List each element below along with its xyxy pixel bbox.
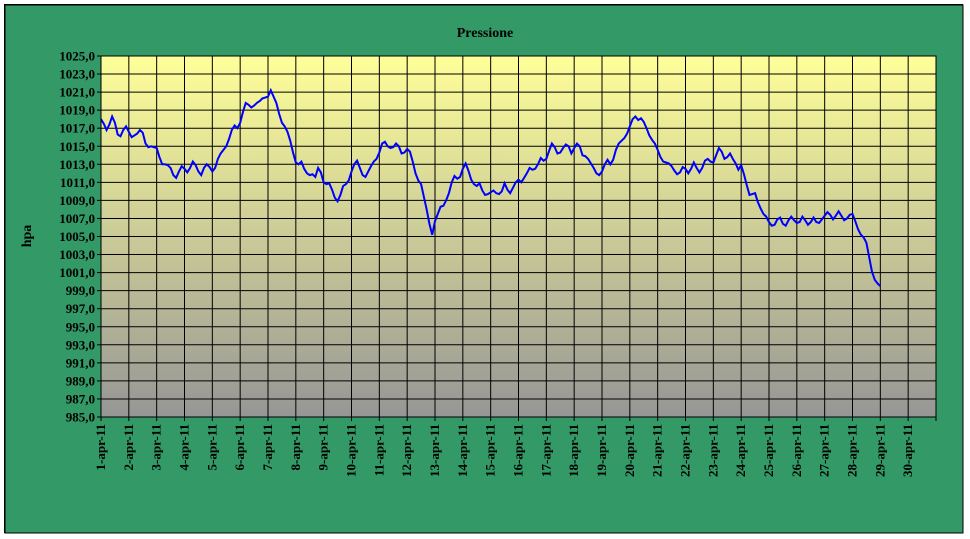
x-tick-label: 21-apr-11	[650, 424, 665, 477]
y-tick-label: 1021,0	[59, 85, 95, 100]
y-tick-label: 1011,0	[60, 175, 95, 190]
x-tick-label: 29-apr-11	[872, 424, 887, 477]
y-tick-label: 1019,0	[59, 103, 95, 118]
y-tick-label: 985,0	[66, 410, 95, 425]
y-tick-label: 1009,0	[59, 193, 95, 208]
x-tick-label: 14-apr-11	[455, 424, 470, 477]
x-tick-label: 25-apr-11	[761, 424, 776, 477]
x-tick-label: 22-apr-11	[678, 424, 693, 477]
y-tick-label: 987,0	[66, 391, 95, 406]
x-tick-label: 8-apr-11	[288, 424, 303, 470]
y-tick-label: 1015,0	[59, 139, 95, 154]
x-tick-label: 27-apr-11	[817, 424, 832, 477]
x-tick-label: 12-apr-11	[399, 424, 414, 477]
y-tick-label: 1001,0	[59, 265, 95, 280]
y-tick-label: 989,0	[66, 373, 95, 388]
x-tick-label: 1-apr-11	[93, 424, 108, 470]
x-tick-label: 11-apr-11	[371, 424, 386, 476]
plot-border	[100, 55, 937, 418]
x-tick-label: 15-apr-11	[483, 424, 498, 477]
y-tick-label: 1003,0	[59, 247, 95, 262]
x-tick-label: 9-apr-11	[316, 424, 331, 470]
x-axis-ticks: 1-apr-11 2-apr-11 3-apr-11 4-apr-11 5-apr-11…	[93, 424, 915, 477]
y-tick-label: 1007,0	[59, 211, 95, 226]
x-tick-label: 2-apr-11	[121, 424, 136, 470]
x-tick-label: 30-apr-11	[900, 424, 915, 477]
x-tick-label: 23-apr-11	[705, 424, 720, 477]
x-tick-label: 10-apr-11	[344, 424, 359, 477]
y-tick-label: 991,0	[66, 355, 95, 370]
y-tick-label: 1025,0	[59, 49, 95, 64]
x-tick-label: 19-apr-11	[594, 424, 609, 477]
y-tick-label: 1013,0	[59, 157, 95, 172]
x-tick-label: 5-apr-11	[204, 424, 219, 470]
x-tick-label: 4-apr-11	[177, 424, 192, 470]
x-tick-label: 20-apr-11	[622, 424, 637, 477]
x-tick-label: 6-apr-11	[232, 424, 247, 470]
x-tick-label: 17-apr-11	[538, 424, 553, 477]
y-tick-label: 995,0	[66, 319, 95, 334]
y-tick-label: 1023,0	[59, 67, 95, 82]
x-tick-label: 13-apr-11	[427, 424, 442, 477]
x-tick-label: 16-apr-11	[511, 424, 526, 477]
y-tick-label: 1017,0	[59, 121, 95, 136]
chart-title: Pressione	[457, 26, 514, 41]
x-tick-label: 3-apr-11	[149, 424, 164, 470]
y-axis-ticks: 985,0 987,0 989,0 991,0 993,0 995,0 997,0 999,0…	[59, 49, 101, 425]
y-tick-label: 999,0	[66, 283, 95, 298]
y-tick-label: 997,0	[66, 301, 95, 316]
x-tick-label: 24-apr-11	[733, 424, 748, 477]
x-tick-label: 28-apr-11	[845, 424, 860, 477]
y-axis-label: hpa	[20, 225, 35, 248]
y-tick-label: 993,0	[66, 337, 95, 352]
pressure-line	[100, 87, 882, 287]
x-tick-label: 7-apr-11	[260, 424, 275, 470]
y-tick-label: 1005,0	[59, 229, 95, 244]
x-tick-label: 26-apr-11	[789, 424, 804, 477]
x-tick-label: 18-apr-11	[566, 424, 581, 477]
